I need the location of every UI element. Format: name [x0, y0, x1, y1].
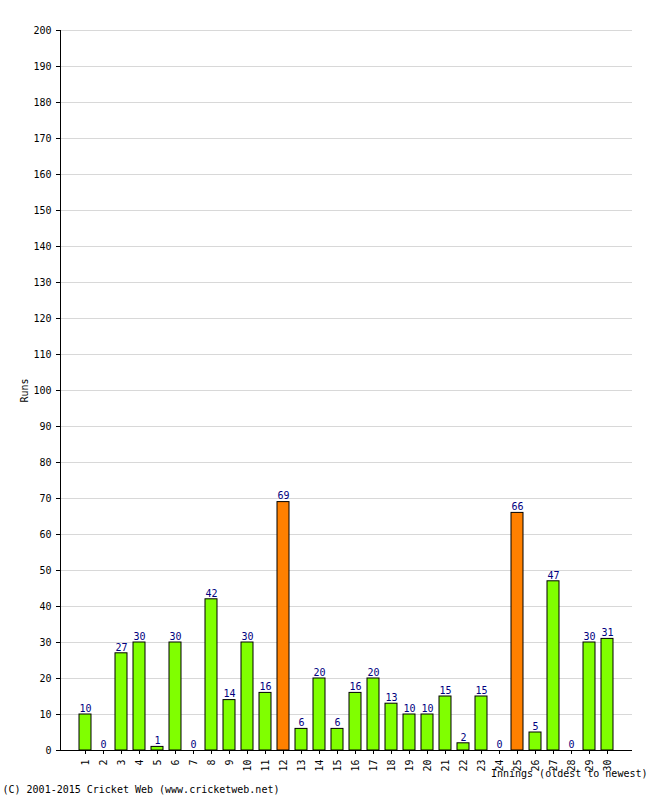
- svg-text:30: 30: [601, 759, 613, 772]
- svg-text:120: 120: [33, 313, 51, 324]
- svg-text:15: 15: [332, 760, 343, 772]
- svg-text:10: 10: [403, 703, 415, 714]
- svg-text:8: 8: [206, 760, 217, 766]
- svg-text:13: 13: [296, 760, 307, 772]
- svg-text:7: 7: [188, 760, 199, 766]
- svg-text:60: 60: [39, 529, 51, 540]
- svg-text:29: 29: [583, 759, 595, 772]
- svg-text:80: 80: [39, 457, 51, 468]
- svg-text:170: 170: [33, 133, 51, 144]
- svg-text:19: 19: [404, 760, 415, 772]
- svg-text:200: 200: [33, 25, 51, 36]
- svg-text:30: 30: [169, 631, 181, 642]
- svg-text:20: 20: [422, 760, 433, 772]
- svg-text:16: 16: [350, 760, 361, 772]
- svg-text:70: 70: [39, 493, 51, 504]
- svg-text:22: 22: [458, 760, 469, 772]
- svg-text:6: 6: [170, 760, 181, 766]
- svg-text:16: 16: [259, 681, 271, 692]
- svg-text:27: 27: [115, 642, 127, 653]
- svg-text:17: 17: [368, 760, 379, 772]
- svg-text:1: 1: [80, 760, 91, 766]
- svg-text:180: 180: [33, 97, 51, 108]
- svg-text:0: 0: [496, 739, 502, 750]
- svg-text:0: 0: [100, 739, 106, 750]
- svg-text:27: 27: [547, 759, 559, 772]
- svg-text:15: 15: [475, 685, 487, 696]
- svg-text:140: 140: [33, 241, 51, 252]
- svg-text:40: 40: [39, 601, 51, 612]
- svg-text:13: 13: [385, 692, 397, 703]
- svg-text:14: 14: [314, 760, 325, 772]
- svg-text:14: 14: [223, 688, 235, 699]
- svg-text:110: 110: [33, 349, 51, 360]
- svg-text:20: 20: [39, 673, 51, 684]
- svg-text:28: 28: [565, 759, 577, 772]
- svg-text:1: 1: [154, 735, 160, 746]
- svg-text:5: 5: [152, 760, 163, 766]
- svg-text:10: 10: [79, 703, 91, 714]
- svg-text:30: 30: [583, 631, 595, 642]
- svg-text:16: 16: [349, 681, 361, 692]
- svg-text:47: 47: [547, 570, 559, 581]
- svg-text:23: 23: [476, 760, 487, 772]
- svg-text:42: 42: [205, 588, 217, 599]
- svg-text:Runs: Runs: [19, 378, 30, 402]
- svg-text:30: 30: [241, 631, 253, 642]
- svg-text:0: 0: [568, 739, 574, 750]
- svg-text:11: 11: [260, 760, 271, 772]
- svg-text:31: 31: [601, 627, 613, 638]
- svg-text:9: 9: [224, 760, 235, 766]
- svg-text:18: 18: [386, 760, 397, 772]
- svg-text:50: 50: [39, 565, 51, 576]
- svg-text:130: 130: [33, 277, 51, 288]
- svg-text:26: 26: [529, 759, 541, 772]
- svg-text:0: 0: [45, 745, 51, 756]
- svg-text:10: 10: [242, 760, 253, 772]
- svg-text:5: 5: [532, 721, 538, 732]
- svg-text:150: 150: [33, 205, 51, 216]
- svg-text:69: 69: [277, 490, 289, 501]
- svg-text:24: 24: [493, 759, 505, 772]
- svg-text:2: 2: [98, 760, 109, 766]
- svg-text:0: 0: [190, 739, 196, 750]
- svg-text:30: 30: [39, 637, 51, 648]
- svg-text:6: 6: [334, 717, 340, 728]
- svg-text:(C) 2001-2015 Cricket Web (www: (C) 2001-2015 Cricket Web (www.cricketwe…: [3, 784, 280, 795]
- svg-text:Innings (oldest to newest): Innings (oldest to newest): [491, 768, 648, 779]
- svg-text:66: 66: [511, 501, 523, 512]
- svg-text:10: 10: [421, 703, 433, 714]
- svg-text:190: 190: [33, 61, 51, 72]
- svg-text:4: 4: [134, 760, 145, 766]
- svg-text:160: 160: [33, 169, 51, 180]
- svg-text:20: 20: [313, 667, 325, 678]
- svg-text:15: 15: [439, 685, 451, 696]
- svg-text:90: 90: [39, 421, 51, 432]
- svg-text:6: 6: [298, 717, 304, 728]
- svg-text:25: 25: [511, 759, 523, 772]
- svg-text:20: 20: [367, 667, 379, 678]
- svg-text:12: 12: [278, 760, 289, 772]
- svg-text:3: 3: [116, 760, 127, 766]
- svg-text:30: 30: [133, 631, 145, 642]
- svg-text:10: 10: [39, 709, 51, 720]
- svg-text:21: 21: [440, 760, 451, 772]
- svg-text:2: 2: [460, 732, 466, 743]
- svg-text:100: 100: [33, 385, 51, 396]
